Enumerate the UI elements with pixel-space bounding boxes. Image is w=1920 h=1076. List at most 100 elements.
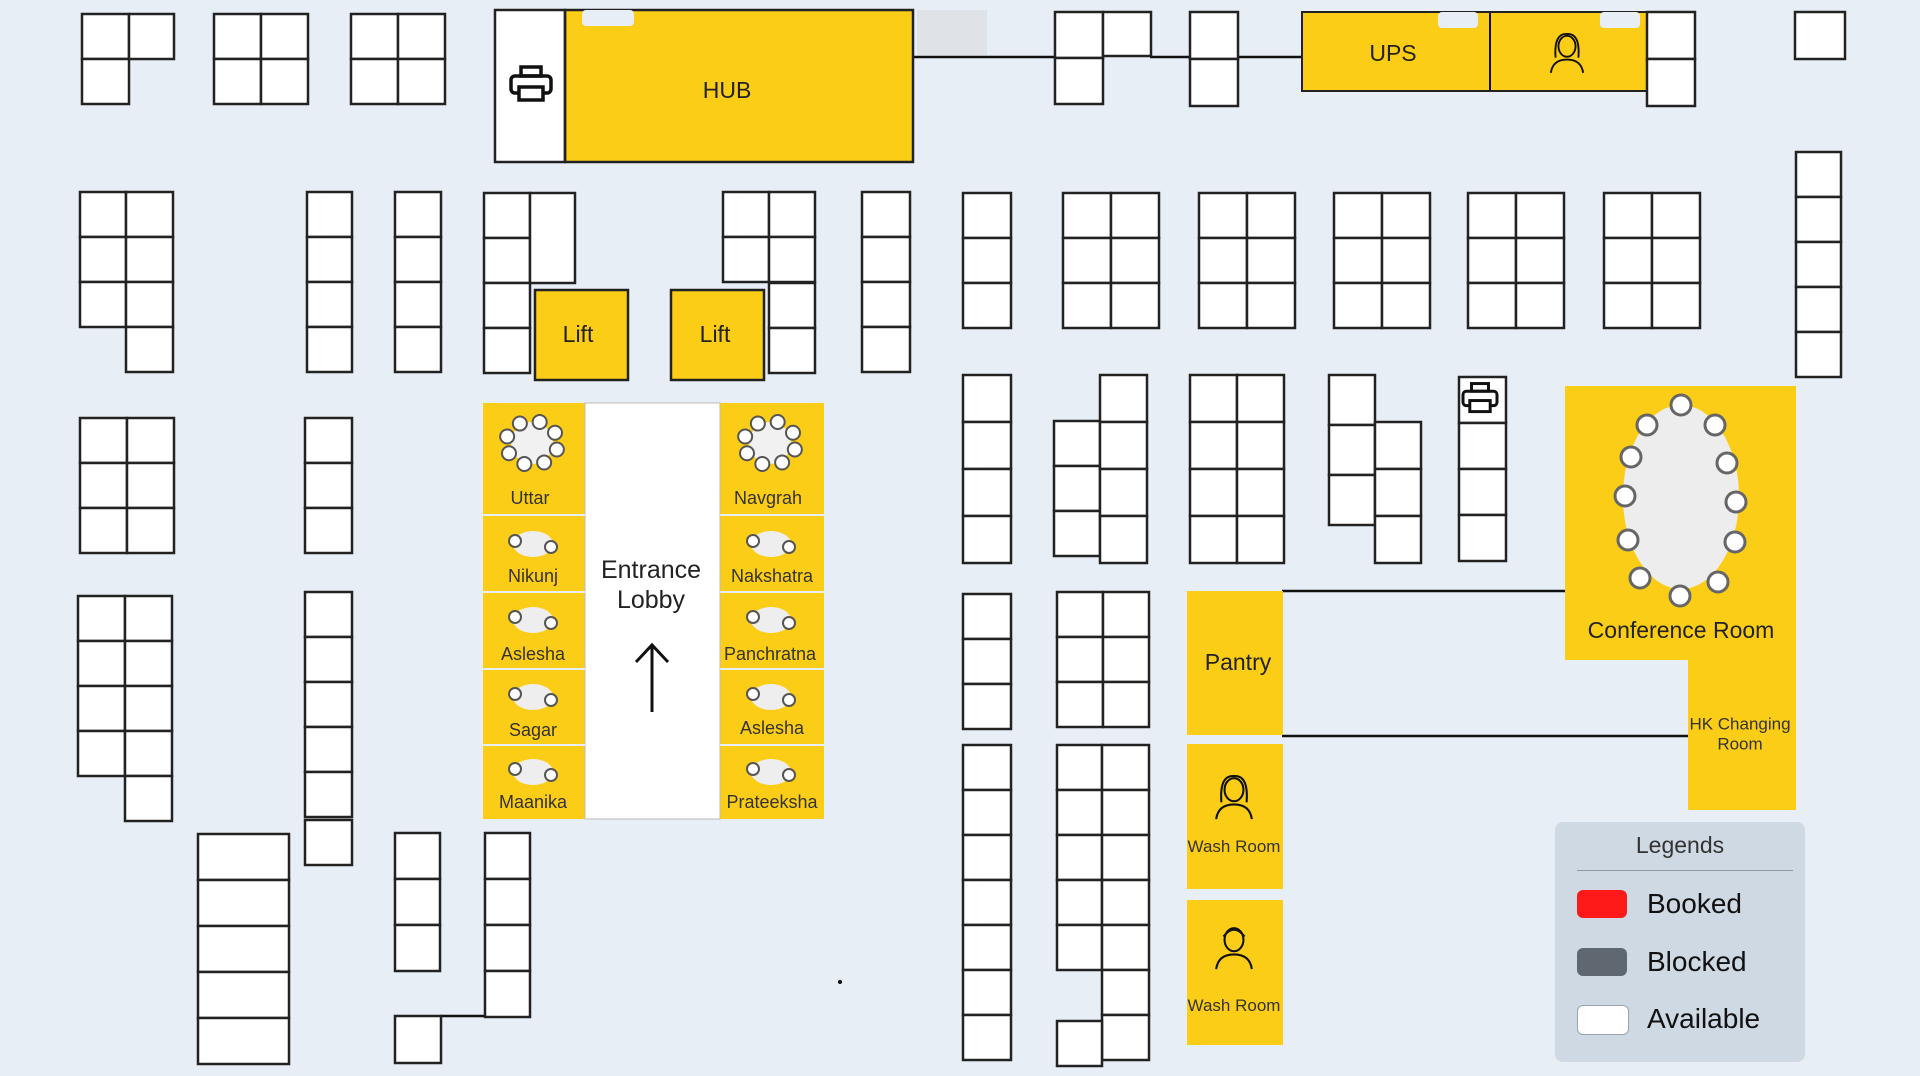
desk-seat[interactable] [1055, 923, 1104, 972]
desk-seat[interactable] [1245, 281, 1297, 330]
desk-seat[interactable] [1055, 878, 1104, 927]
desk-seat[interactable] [259, 12, 310, 61]
desk-seat[interactable] [1235, 420, 1286, 471]
desk-seat[interactable] [125, 506, 176, 555]
desk-seat[interactable] [125, 416, 176, 465]
desk-seat[interactable] [303, 461, 354, 510]
desk-seat[interactable] [1650, 281, 1702, 330]
desk-seat[interactable] [303, 818, 354, 867]
desk-seat[interactable] [961, 1013, 1013, 1062]
desk-seat[interactable] [305, 190, 354, 239]
desk-seat[interactable] [1055, 680, 1105, 729]
desk-seat[interactable] [1101, 635, 1151, 684]
desk-seat[interactable] [196, 970, 291, 1020]
desk-seat[interactable] [1327, 373, 1377, 427]
desk-seat[interactable] [961, 420, 1013, 471]
desk-seat[interactable] [528, 191, 577, 285]
desk-seat[interactable] [1109, 281, 1161, 330]
desk-seat[interactable] [76, 639, 127, 688]
desk-seat[interactable] [961, 923, 1013, 972]
desk-seat[interactable] [1514, 281, 1566, 330]
desk-seat[interactable] [483, 831, 532, 881]
desk-seat[interactable] [1188, 57, 1240, 108]
desk-seat[interactable] [1053, 10, 1105, 60]
desk-seat[interactable] [127, 12, 176, 61]
desk-seat[interactable] [1514, 191, 1566, 240]
desk-seat[interactable] [393, 325, 443, 374]
desk-seat[interactable] [1100, 788, 1151, 837]
desk-seat[interactable] [1100, 833, 1151, 882]
desk-seat[interactable] [1457, 513, 1508, 563]
desk-seat[interactable] [1061, 191, 1113, 240]
desk-seat[interactable] [1327, 473, 1377, 527]
desk-seat[interactable] [305, 280, 354, 329]
desk-seat[interactable] [482, 326, 532, 375]
desk-seat[interactable] [1235, 373, 1286, 424]
desk-seat[interactable] [1100, 1013, 1151, 1062]
desk-seat[interactable] [1466, 236, 1518, 285]
desk-seat[interactable] [961, 236, 1013, 285]
desk-seat[interactable] [212, 57, 263, 106]
desk-seat[interactable] [125, 461, 176, 510]
desk-seat[interactable] [1098, 467, 1149, 518]
desk-seat[interactable] [961, 637, 1013, 686]
desk-seat[interactable] [1055, 788, 1104, 837]
desk-seat[interactable] [1052, 419, 1102, 468]
desk-seat[interactable] [396, 57, 447, 106]
desk-seat[interactable] [196, 1016, 291, 1066]
desk-seat[interactable] [303, 635, 354, 684]
desk-seat[interactable] [1197, 236, 1249, 285]
desk-seat[interactable] [78, 190, 128, 239]
desk-seat[interactable] [393, 190, 443, 239]
desk-seat[interactable] [123, 729, 174, 778]
desk-seat[interactable] [1055, 1019, 1104, 1068]
desk-seat[interactable] [1109, 191, 1161, 240]
desk-seat[interactable] [1380, 191, 1432, 240]
desk-seat[interactable] [1794, 240, 1843, 289]
desk-seat[interactable] [860, 235, 912, 284]
desk-seat[interactable] [1602, 281, 1654, 330]
desk-seat[interactable] [303, 725, 354, 774]
desk-seat[interactable] [124, 280, 175, 329]
desk-seat[interactable] [1098, 373, 1149, 424]
desk-seat[interactable] [1380, 281, 1432, 330]
desk-seat[interactable] [305, 325, 354, 374]
desk-seat[interactable] [349, 57, 400, 106]
desk-seat[interactable] [212, 12, 263, 61]
desk-seat[interactable] [124, 190, 175, 239]
desk-seat[interactable] [1457, 467, 1508, 517]
desk-seat[interactable] [1101, 10, 1153, 58]
desk-seat[interactable] [1055, 833, 1104, 882]
desk-seat[interactable] [1466, 281, 1518, 330]
desk-seat[interactable] [196, 924, 291, 974]
desk-seat[interactable] [1235, 514, 1286, 565]
desk-seat[interactable] [961, 592, 1013, 641]
desk-seat[interactable] [1188, 467, 1239, 518]
desk-seat[interactable] [1650, 236, 1702, 285]
desk-seat[interactable] [1197, 191, 1249, 240]
desk-seat[interactable] [1793, 10, 1847, 61]
desk-seat[interactable] [303, 416, 354, 465]
desk-seat[interactable] [123, 594, 174, 643]
desk-seat[interactable] [1650, 191, 1702, 240]
desk-seat[interactable] [124, 235, 175, 284]
desk-seat[interactable] [78, 280, 128, 329]
desk-seat[interactable] [1332, 191, 1384, 240]
desk-seat[interactable] [1466, 191, 1518, 240]
desk-seat[interactable] [1053, 56, 1105, 106]
desk-seat[interactable] [80, 12, 131, 61]
desk-seat[interactable] [305, 235, 354, 284]
desk-seat[interactable] [767, 326, 817, 375]
desk-seat[interactable] [1327, 423, 1377, 477]
desk-seat[interactable] [961, 833, 1013, 882]
desk-seat[interactable] [1645, 10, 1697, 61]
desk-seat[interactable] [961, 878, 1013, 927]
desk-seat[interactable] [1197, 281, 1249, 330]
desk-seat[interactable] [1052, 464, 1102, 513]
desk-seat[interactable] [721, 235, 771, 284]
desk-seat[interactable] [767, 235, 817, 284]
desk-seat[interactable] [1098, 514, 1149, 565]
desk-seat[interactable] [961, 191, 1013, 240]
desk-seat[interactable] [76, 594, 127, 643]
desk-seat[interactable] [483, 923, 532, 973]
